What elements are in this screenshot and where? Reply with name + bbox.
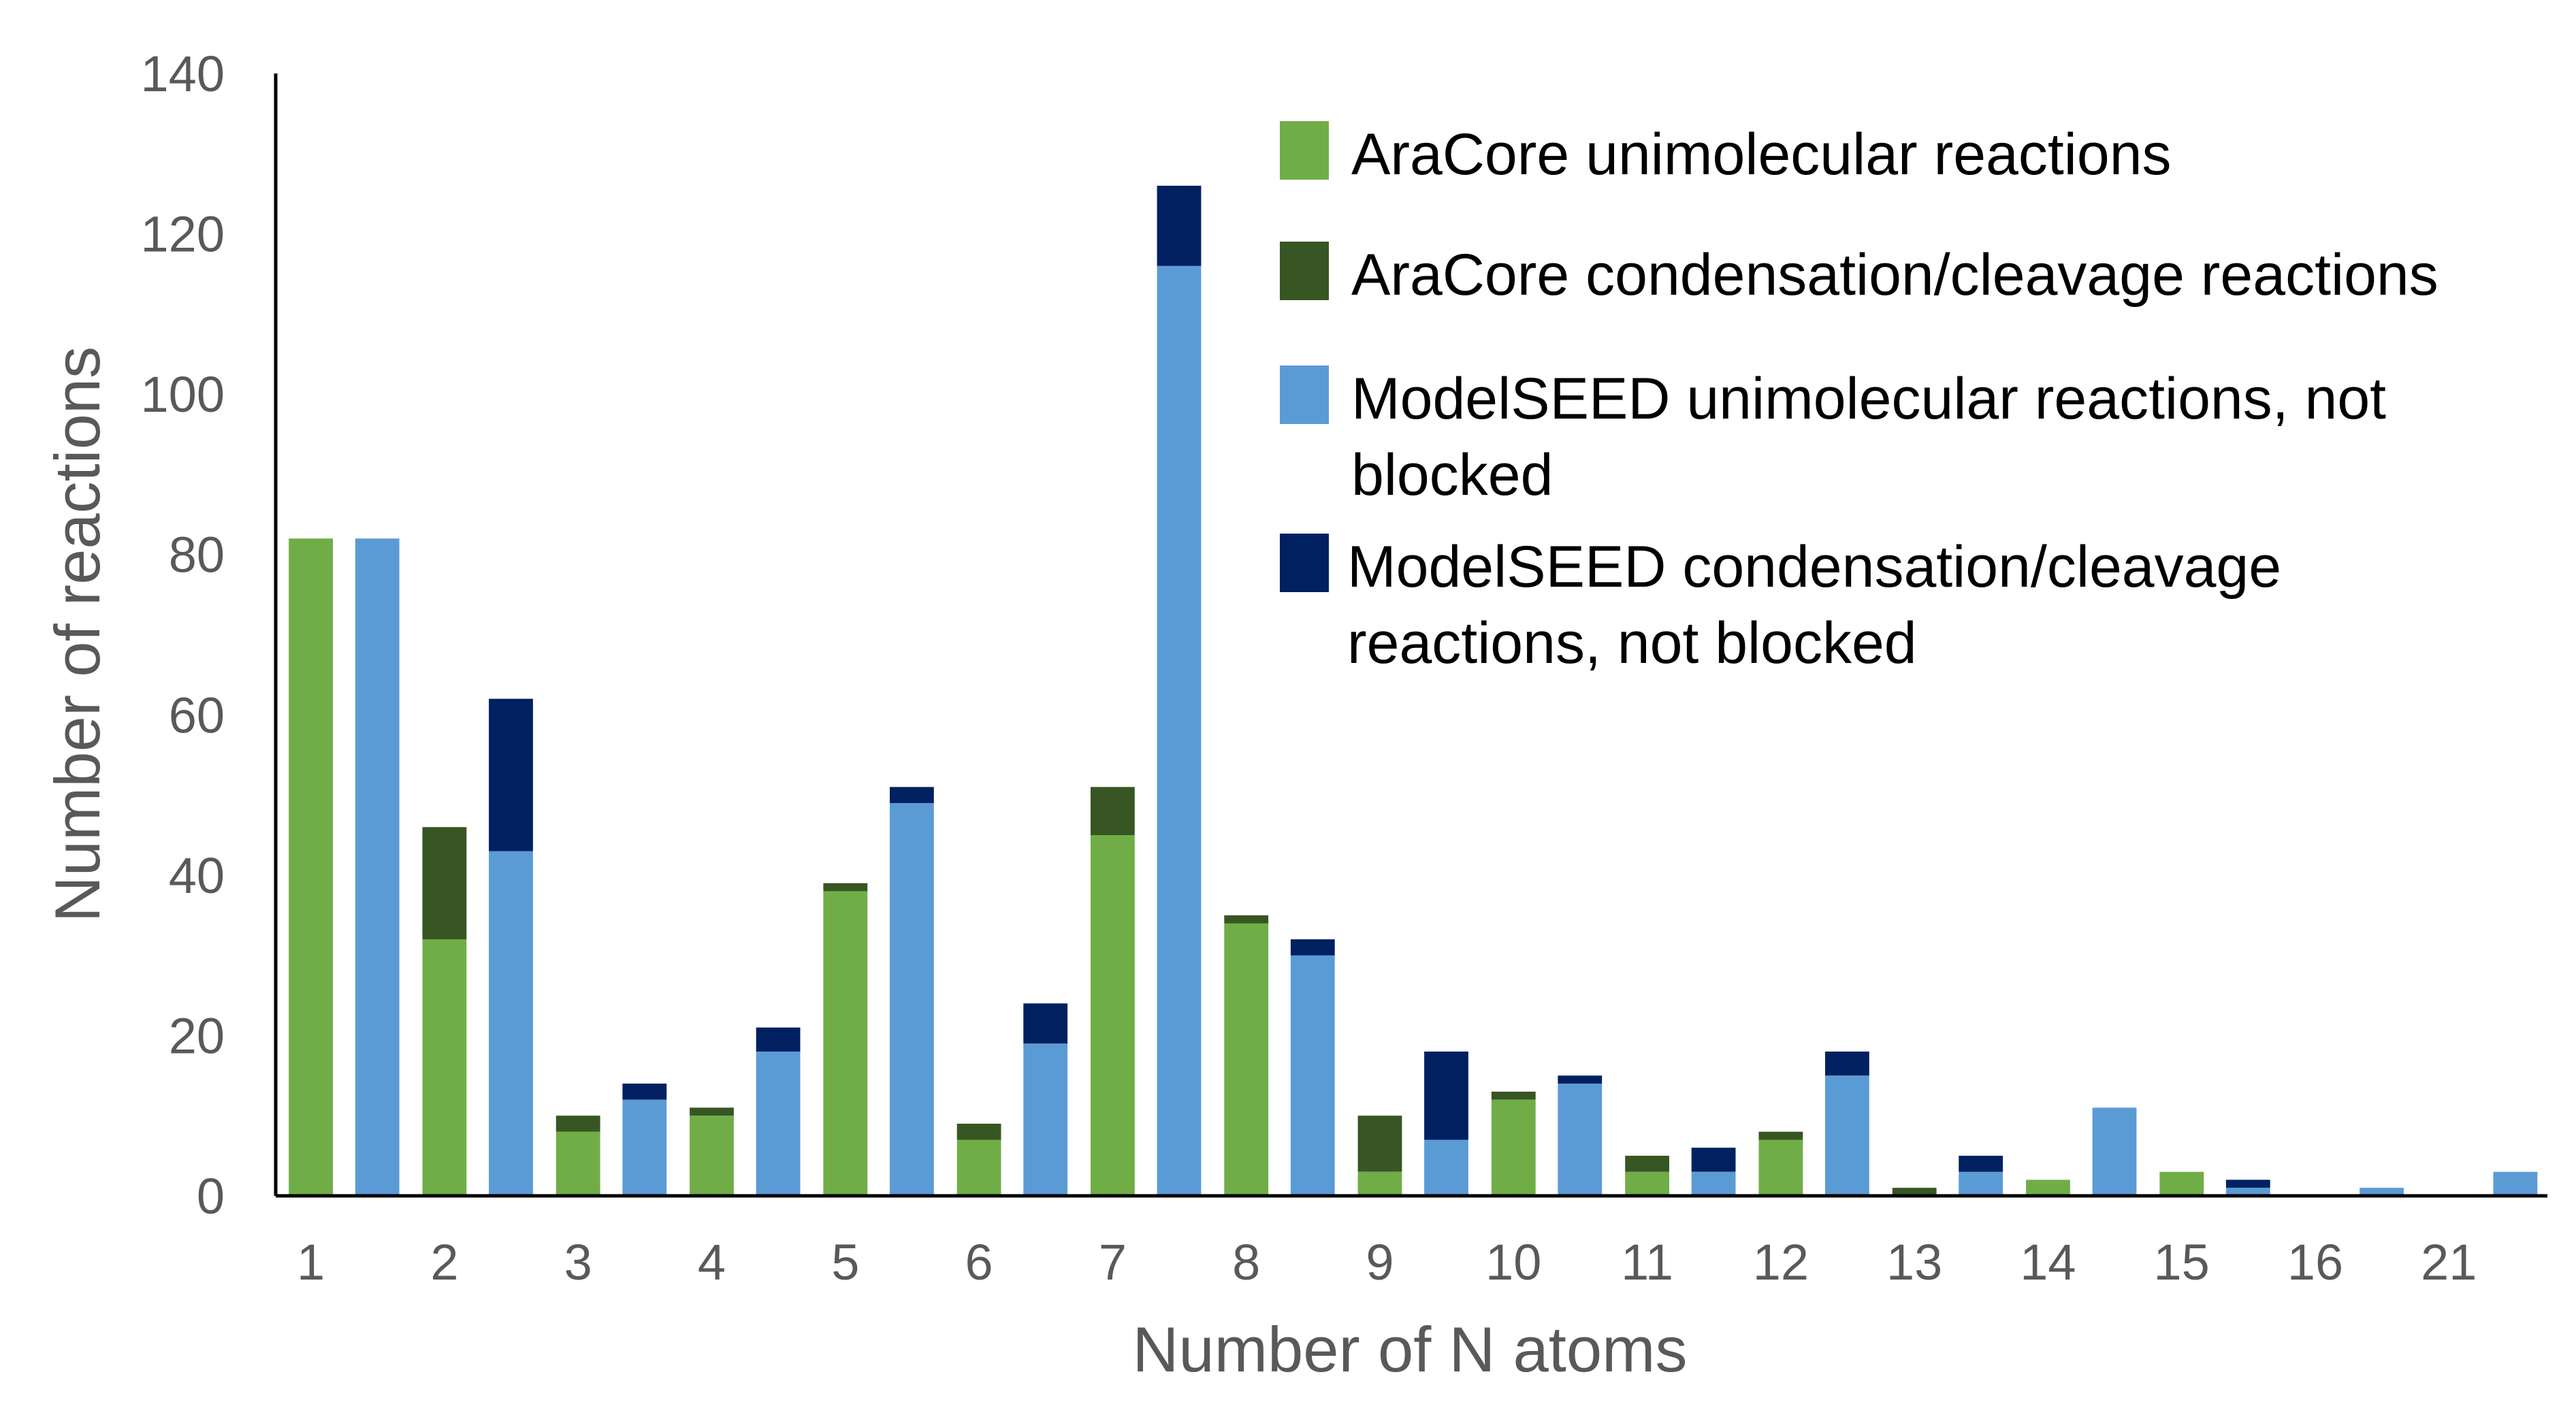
x-tick-label: 2 — [430, 1234, 458, 1290]
x-tick-label: 12 — [1753, 1234, 1809, 1290]
y-tick-label: 20 — [169, 1007, 225, 1064]
bar-modelseed-s1-n3 — [622, 1084, 667, 1100]
bar-aracore-s0-n4 — [690, 1116, 734, 1196]
bar-aracore-s1-n12 — [1758, 1131, 1803, 1140]
bar-aracore-s1-n7 — [1091, 787, 1135, 835]
x-tick-label: 8 — [1232, 1234, 1260, 1290]
legend-swatch — [1280, 365, 1329, 424]
bar-aracore-s0-n6 — [956, 1139, 1001, 1196]
bar-modelseed-s1-n13 — [1959, 1156, 2003, 1172]
bar-modelseed-s0-n5 — [890, 802, 934, 1196]
bar-aracore-s0-n12 — [1758, 1139, 1803, 1196]
bar-modelseed-s0-n12 — [1825, 1075, 1869, 1196]
bar-modelseed-s0-n9 — [1424, 1139, 1468, 1196]
bar-modelseed-s0-n6 — [1023, 1043, 1068, 1196]
bar-modelseed-s1-n8 — [1290, 939, 1335, 956]
x-tick-label: 7 — [1099, 1234, 1127, 1290]
bar-modelseed-s1-n15 — [2225, 1180, 2270, 1188]
bar-aracore-s1-n2 — [422, 827, 467, 940]
bar-modelseed-s0-n7 — [1157, 265, 1202, 1197]
x-tick-label: 13 — [1886, 1234, 1942, 1290]
y-tick-label: 80 — [169, 527, 225, 583]
bar-modelseed-s0-n13 — [1959, 1171, 2003, 1196]
x-tick-label: 10 — [1485, 1234, 1541, 1290]
bar-modelseed-s1-n4 — [756, 1027, 801, 1052]
bar-aracore-s0-n5 — [823, 891, 868, 1196]
x-tick-labels: 1 2 3 4 5 6 7 8 9 10 11 12 13 14 15 16 21 — [297, 1234, 2477, 1290]
x-tick-label: 4 — [698, 1234, 726, 1290]
bar-modelseed-s0-n16 — [2360, 1188, 2404, 1196]
bar-modelseed-s1-n10 — [1558, 1075, 1603, 1084]
bar-modelseed-s1-n5 — [890, 787, 934, 803]
legend-swatch — [1280, 534, 1329, 592]
bar-aracore-s0-n7 — [1091, 835, 1135, 1196]
bar-aracore-s0-n15 — [2159, 1171, 2204, 1196]
bar-modelseed-s0-n14 — [2092, 1107, 2137, 1196]
bar-aracore-s0-n11 — [1625, 1171, 1669, 1196]
legend-label: blocked — [1351, 442, 1553, 508]
bar-aracore-s1-n9 — [1357, 1116, 1402, 1172]
x-tick-label: 16 — [2287, 1234, 2343, 1290]
x-tick-label: 15 — [2154, 1234, 2210, 1290]
x-tick-label: 21 — [2421, 1234, 2477, 1290]
legend-label: AraCore condensation/cleavage reactions — [1351, 242, 2438, 308]
bars-layer — [289, 185, 2538, 1197]
legend-label: reactions, not blocked — [1347, 611, 1917, 676]
legend-swatch — [1280, 242, 1329, 300]
bar-modelseed-s0-n1 — [355, 538, 400, 1196]
bar-aracore-s1-n8 — [1224, 915, 1269, 924]
y-tick-label: 120 — [141, 206, 225, 263]
x-tick-label: 9 — [1366, 1234, 1394, 1290]
y-tick-label: 40 — [169, 847, 225, 904]
legend-label: ModelSEED condensation/cleavage — [1347, 534, 2281, 600]
y-tick-label: 100 — [141, 366, 225, 423]
x-tick-label: 11 — [1621, 1234, 1673, 1290]
bar-aracore-s1-n11 — [1625, 1156, 1669, 1172]
x-tick-label: 6 — [965, 1234, 993, 1290]
bar-modelseed-s1-n9 — [1424, 1052, 1468, 1140]
legend-label: AraCore unimolecular reactions — [1351, 122, 2172, 187]
x-axis-title: Number of N atoms — [1133, 1314, 1688, 1385]
bar-modelseed-s0-n15 — [2225, 1188, 2270, 1196]
legend: AraCore unimolecular reactions AraCore co… — [1280, 121, 2438, 676]
bar-modelseed-s0-n11 — [1691, 1171, 1736, 1196]
bar-modelseed-s0-n10 — [1558, 1084, 1603, 1196]
bar-modelseed-s0-n8 — [1290, 955, 1335, 1196]
bar-modelseed-s0-n3 — [622, 1099, 667, 1196]
y-tick-label: 60 — [169, 687, 225, 743]
bar-aracore-s1-n3 — [556, 1116, 600, 1132]
y-tick-labels: 0 20 40 60 80 100 120 140 — [141, 46, 225, 1224]
x-tick-label: 5 — [831, 1234, 859, 1290]
y-axis-title: Number of reactions — [42, 346, 113, 922]
bar-modelseed-s1-n2 — [489, 698, 533, 851]
bar-aracore-s1-n5 — [823, 883, 868, 892]
bar-modelseed-s0-n21 — [2493, 1171, 2538, 1196]
bar-modelseed-s0-n4 — [756, 1052, 801, 1196]
bar-aracore-s0-n1 — [289, 538, 333, 1196]
legend-swatch — [1280, 121, 1329, 180]
bar-aracore-s0-n14 — [2026, 1180, 2070, 1196]
bar-modelseed-s1-n6 — [1023, 1003, 1068, 1044]
bar-aracore-s1-n10 — [1491, 1091, 1536, 1100]
bar-aracore-s0-n8 — [1224, 923, 1269, 1196]
bar-aracore-s0-n2 — [422, 939, 467, 1196]
bar-aracore-s0-n9 — [1357, 1171, 1402, 1196]
bar-modelseed-s1-n11 — [1691, 1148, 1736, 1172]
y-tick-label: 140 — [141, 46, 225, 102]
bar-modelseed-s0-n2 — [489, 851, 533, 1196]
bar-modelseed-s1-n12 — [1825, 1052, 1869, 1076]
legend-label: ModelSEED unimolecular reactions, not — [1351, 366, 2386, 432]
y-tick-label: 0 — [197, 1168, 225, 1224]
bar-modelseed-s1-n7 — [1157, 185, 1202, 266]
x-tick-label: 3 — [564, 1234, 592, 1290]
bar-aracore-s0-n10 — [1491, 1099, 1536, 1196]
x-tick-label: 1 — [297, 1234, 325, 1290]
bar-aracore-s1-n6 — [956, 1124, 1001, 1140]
bar-aracore-s0-n3 — [556, 1131, 600, 1196]
x-tick-label: 14 — [2020, 1234, 2076, 1290]
bar-aracore-s1-n4 — [690, 1107, 734, 1116]
bar-aracore-s1-n13 — [1892, 1188, 1937, 1196]
